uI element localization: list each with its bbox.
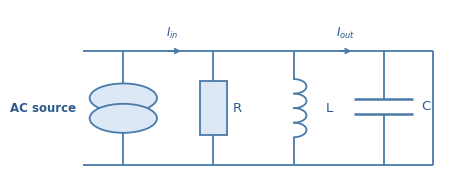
- Circle shape: [90, 104, 157, 133]
- Text: C: C: [422, 100, 431, 113]
- Circle shape: [90, 83, 157, 113]
- Bar: [200, 81, 227, 135]
- Text: L: L: [326, 102, 333, 115]
- Text: R: R: [233, 102, 242, 115]
- Text: AC source: AC source: [10, 102, 76, 115]
- Text: $I_{in}$: $I_{in}$: [166, 26, 179, 41]
- Text: $I_{out}$: $I_{out}$: [336, 26, 355, 41]
